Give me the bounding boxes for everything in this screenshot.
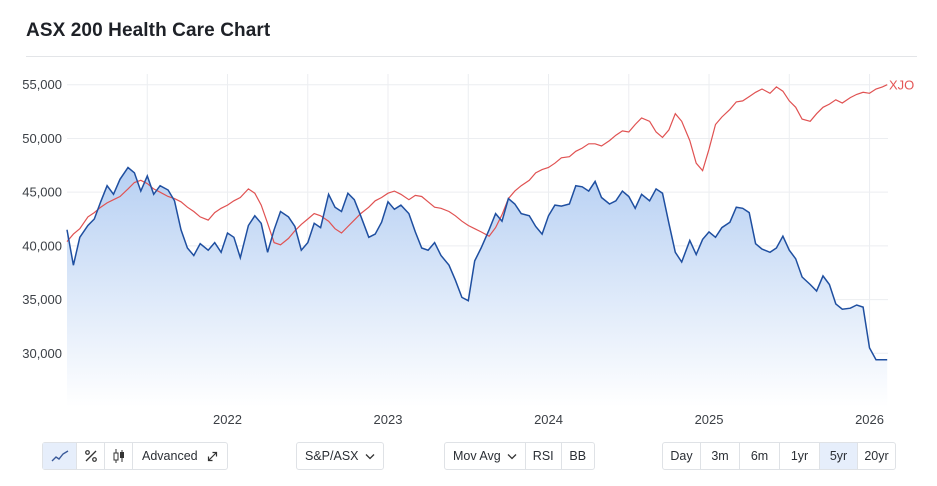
compare-select[interactable]: S&P/ASX [296,442,384,470]
range-3m-button[interactable]: 3m [701,443,740,469]
line-chart-icon [51,450,68,462]
xjo-label: XJO [889,78,914,93]
mov-avg-select[interactable]: Mov Avg [445,443,526,469]
range-20yr-button[interactable]: 20yr [864,449,889,463]
advanced-label: Advanced [142,449,198,463]
x-tick-label: 2023 [374,412,403,427]
chevron-down-icon [365,453,374,459]
health-care-area [67,167,888,407]
line-chart-button[interactable] [43,443,77,469]
y-tick-label: 50,000 [22,131,62,146]
percent-icon [84,450,97,462]
title-divider [26,56,917,57]
range-5yr-button[interactable]: 5yr [820,443,858,469]
chart-type-group: Advanced [42,442,228,470]
x-axis: 2022 2023 2024 2025 2026 [213,412,884,427]
x-tick-label: 2022 [213,412,242,427]
price-chart[interactable]: 55,000 50,000 45,000 40,000 35,000 30,000 202… [0,0,937,432]
advanced-button[interactable]: Advanced [133,443,227,469]
range-group: Day 3m 6m 1yr 5yr 20yr [662,442,896,470]
health-care-line [66,166,888,361]
rsi-button[interactable]: RSI [526,443,562,469]
compare-select-value: S&P/ASX [305,449,359,463]
mov-avg-label: Mov Avg [453,449,501,463]
range-day-button[interactable]: Day [663,443,701,469]
page-title: ASX 200 Health Care Chart [26,20,271,41]
x-tick-label: 2024 [534,412,563,427]
y-tick-label: 30,000 [22,346,62,361]
candlestick-button[interactable] [105,443,133,469]
y-tick-label: 45,000 [22,185,62,200]
indicator-group: Mov Avg RSI BB [444,442,595,470]
chevron-down-icon [507,453,517,459]
bb-button[interactable]: BB [569,449,587,463]
y-axis: 55,000 50,000 45,000 40,000 35,000 30,000 [22,77,62,361]
range-6m-button[interactable]: 6m [740,443,780,469]
x-tick-label: 2026 [855,412,884,427]
y-tick-label: 55,000 [22,77,62,92]
percent-button[interactable] [77,443,105,469]
candlestick-icon [113,449,124,463]
xjo-line [66,84,888,246]
y-tick-label: 40,000 [22,238,62,253]
y-tick-label: 35,000 [22,292,62,307]
expand-icon [207,451,217,461]
range-1yr-button[interactable]: 1yr [780,443,820,469]
x-tick-label: 2025 [695,412,724,427]
